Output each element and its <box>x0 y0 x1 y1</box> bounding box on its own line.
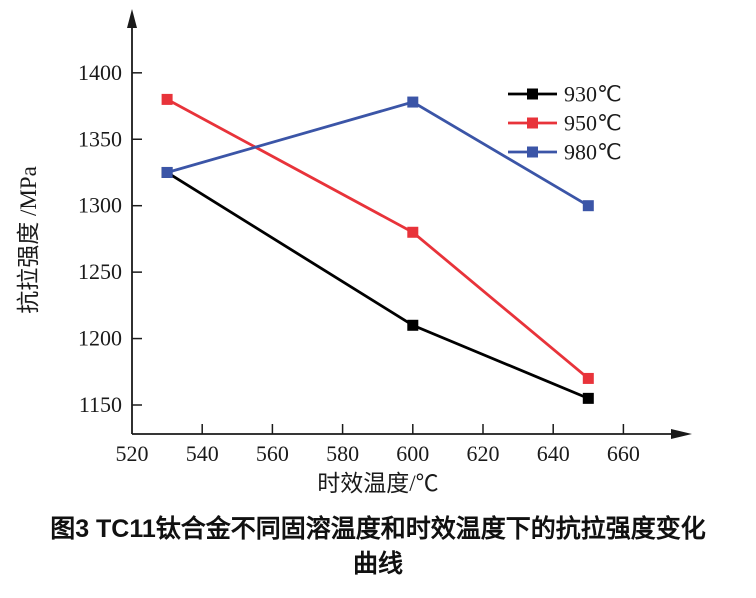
series-line-0 <box>166 171 589 400</box>
x-tick-label: 620 <box>467 441 500 466</box>
chart-canvas: 520 540 560 580 600 620 640 660 1150 1200 1250 1300… <box>16 9 692 496</box>
x-tick-label: 560 <box>256 441 289 466</box>
x-axis-title: 时效温度/℃ <box>317 471 438 496</box>
figure-caption-line1: 图3 TC11钛合金不同固溶温度和时效温度下的抗拉强度变化 <box>50 515 706 543</box>
legend-label: 950℃ <box>564 111 622 136</box>
y-tick-label: 1300 <box>78 193 122 218</box>
series-marker-2 <box>161 166 173 178</box>
series-marker-1 <box>582 372 594 384</box>
legend-label: 930℃ <box>564 82 622 107</box>
x-tick-label: 520 <box>116 441 149 466</box>
y-tick-label: 1250 <box>78 259 122 284</box>
x-tick-label: 600 <box>396 441 429 466</box>
series-marker-0 <box>582 392 594 404</box>
series-marker-1 <box>407 226 419 238</box>
y-axis-title: 抗拉强度 /MPa <box>16 166 41 314</box>
series-line-2 <box>166 100 590 207</box>
series-plot <box>161 93 594 404</box>
series-marker-2 <box>407 96 419 108</box>
figure-caption: 图3 TC11钛合金不同固溶温度和时效温度下的抗拉强度变化 曲线 <box>0 512 756 582</box>
x-axis-arrow-icon <box>671 429 692 439</box>
series-marker-2 <box>582 200 594 212</box>
series-line-1 <box>166 98 590 380</box>
legend: 930℃ 950℃ 980℃ <box>508 82 622 165</box>
axes: 520 540 560 580 600 620 640 660 1150 1200 1250 1300… <box>78 9 692 466</box>
series-marker-0 <box>407 319 419 331</box>
legend-marker-sample <box>527 117 538 129</box>
y-axis-arrow-icon <box>127 9 137 28</box>
x-tick-label: 640 <box>537 441 570 466</box>
legend-marker-sample <box>527 88 538 100</box>
y-tick-label: 1200 <box>78 326 122 351</box>
y-tick-label: 1150 <box>79 392 122 417</box>
y-tick-label: 1350 <box>78 126 122 151</box>
x-tick-label: 540 <box>186 441 219 466</box>
legend-marker-sample <box>527 146 538 158</box>
legend-label: 980℃ <box>564 140 622 165</box>
y-tick-label: 1400 <box>78 60 122 85</box>
series-marker-1 <box>161 93 173 105</box>
x-tick-label: 660 <box>607 441 640 466</box>
x-tick-label: 580 <box>326 441 359 466</box>
figure-caption-line2: 曲线 <box>352 550 403 578</box>
